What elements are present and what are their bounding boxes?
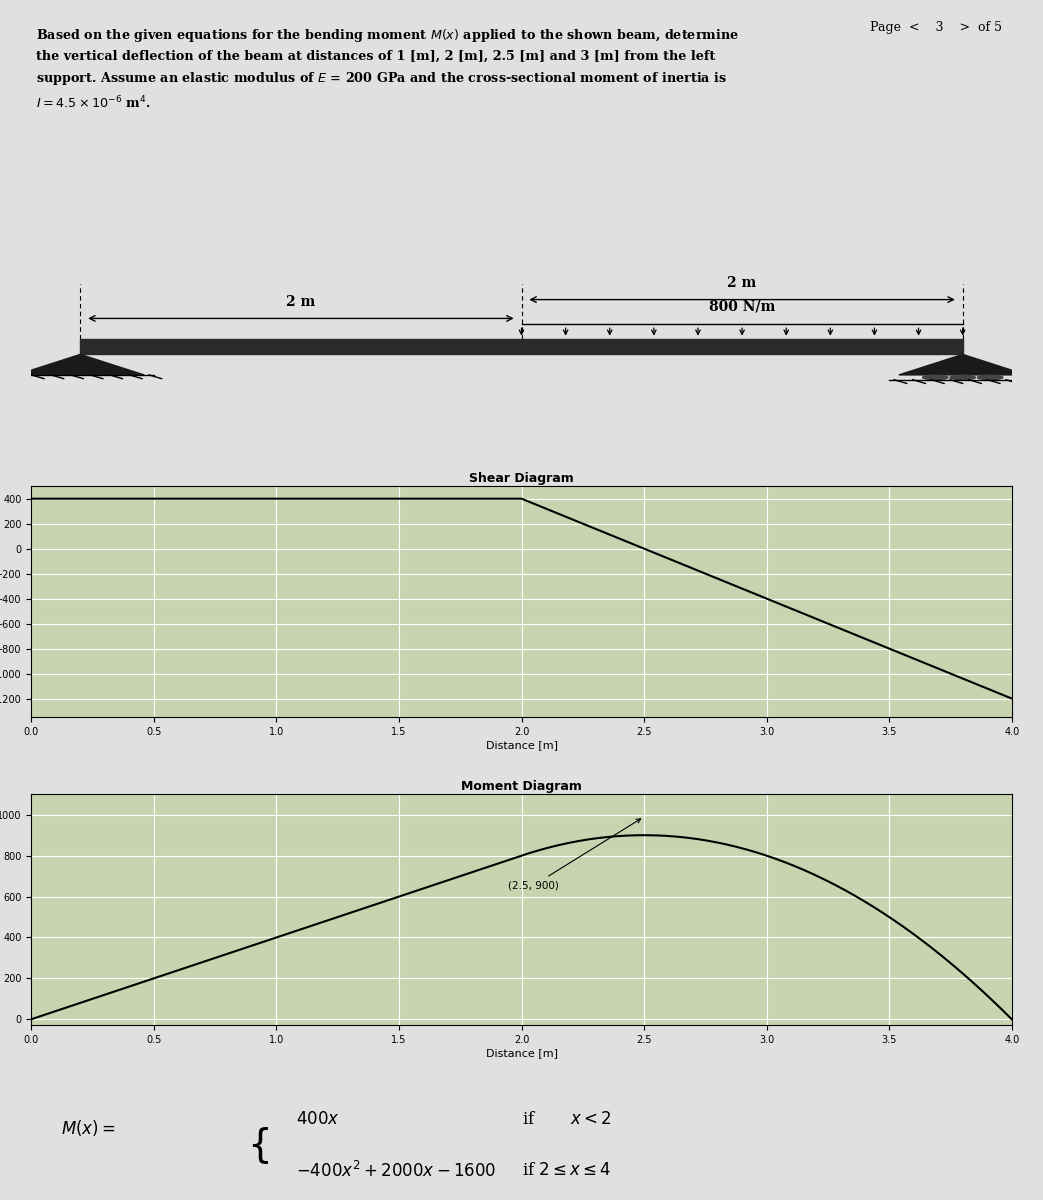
Text: Based on the given equations for the bending moment $M(x)$ applied to the shown : Based on the given equations for the ben… <box>37 26 739 112</box>
Title: Moment Diagram: Moment Diagram <box>461 780 582 793</box>
Polygon shape <box>17 354 144 374</box>
Circle shape <box>977 376 1003 379</box>
Title: Shear Diagram: Shear Diagram <box>469 472 574 485</box>
Bar <box>80 338 963 354</box>
Text: (2.5, 900): (2.5, 900) <box>508 818 640 890</box>
Circle shape <box>922 376 948 379</box>
Text: 2 m: 2 m <box>286 295 316 310</box>
X-axis label: Distance [m]: Distance [m] <box>485 739 558 750</box>
Text: $-400x^2 + 2000x - 1600$: $-400x^2 + 2000x - 1600$ <box>296 1160 496 1181</box>
Text: $400x$: $400x$ <box>296 1111 340 1128</box>
Circle shape <box>950 376 975 379</box>
Text: $\{$: $\{$ <box>247 1124 269 1165</box>
Text: 800 N/m: 800 N/m <box>709 300 775 313</box>
Text: if       $x < 2$: if $x < 2$ <box>522 1111 611 1128</box>
Polygon shape <box>899 354 1026 374</box>
Text: $M(x) = $: $M(x) = $ <box>60 1118 115 1138</box>
Text: 2 m: 2 m <box>727 276 757 290</box>
Text: Page  <    3    >  of 5: Page < 3 > of 5 <box>870 22 1002 35</box>
X-axis label: Distance [m]: Distance [m] <box>485 1048 558 1058</box>
Text: if $2 \leq x \leq 4$: if $2 \leq x \leq 4$ <box>522 1163 611 1180</box>
